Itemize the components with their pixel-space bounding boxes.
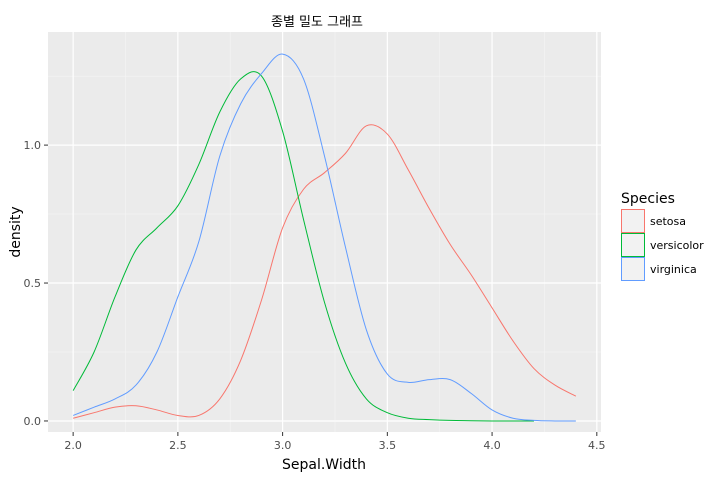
x-axis-title: Sepal.Width <box>282 457 366 473</box>
x-tick-label: 3.5 <box>379 439 397 452</box>
x-tick-label: 2.0 <box>64 439 82 452</box>
legend-items: setosa versicolor virginica <box>621 209 704 281</box>
chart-title: 종별 밀도 그래프 <box>271 15 363 30</box>
legend-label-versicolor: versicolor <box>650 239 704 252</box>
x-tick-label: 3.0 <box>274 439 292 452</box>
legend-key-setosa <box>621 209 645 233</box>
plot-panel <box>48 32 601 432</box>
y-tick-label: 1.0 <box>24 139 42 152</box>
x-tick-label: 2.5 <box>169 439 187 452</box>
legend-key-virginica <box>621 257 645 281</box>
minor-gridlines <box>48 32 601 432</box>
legend-label-virginica: virginica <box>650 263 697 276</box>
x-axis-ticks: 2.0 2.5 3.0 3.5 4.0 4.5 <box>64 432 606 452</box>
legend-title: Species <box>621 191 675 207</box>
legend-label-setosa: setosa <box>650 215 686 228</box>
x-tick-label: 4.0 <box>483 439 501 452</box>
density-line-versicolor <box>72 71 534 422</box>
density-line-setosa <box>73 124 577 419</box>
y-axis-ticks: 0.0 0.5 1.0 <box>24 139 48 428</box>
legend-key-versicolor <box>621 233 645 257</box>
y-tick-label: 0.0 <box>24 415 42 428</box>
series-lines <box>72 53 577 422</box>
density-line-virginica <box>72 53 576 422</box>
y-axis-title: density <box>8 206 24 257</box>
y-tick-label: 0.5 <box>24 277 42 290</box>
x-tick-label: 4.5 <box>588 439 606 452</box>
legend: Species setosa versicolor virginica <box>621 191 704 281</box>
